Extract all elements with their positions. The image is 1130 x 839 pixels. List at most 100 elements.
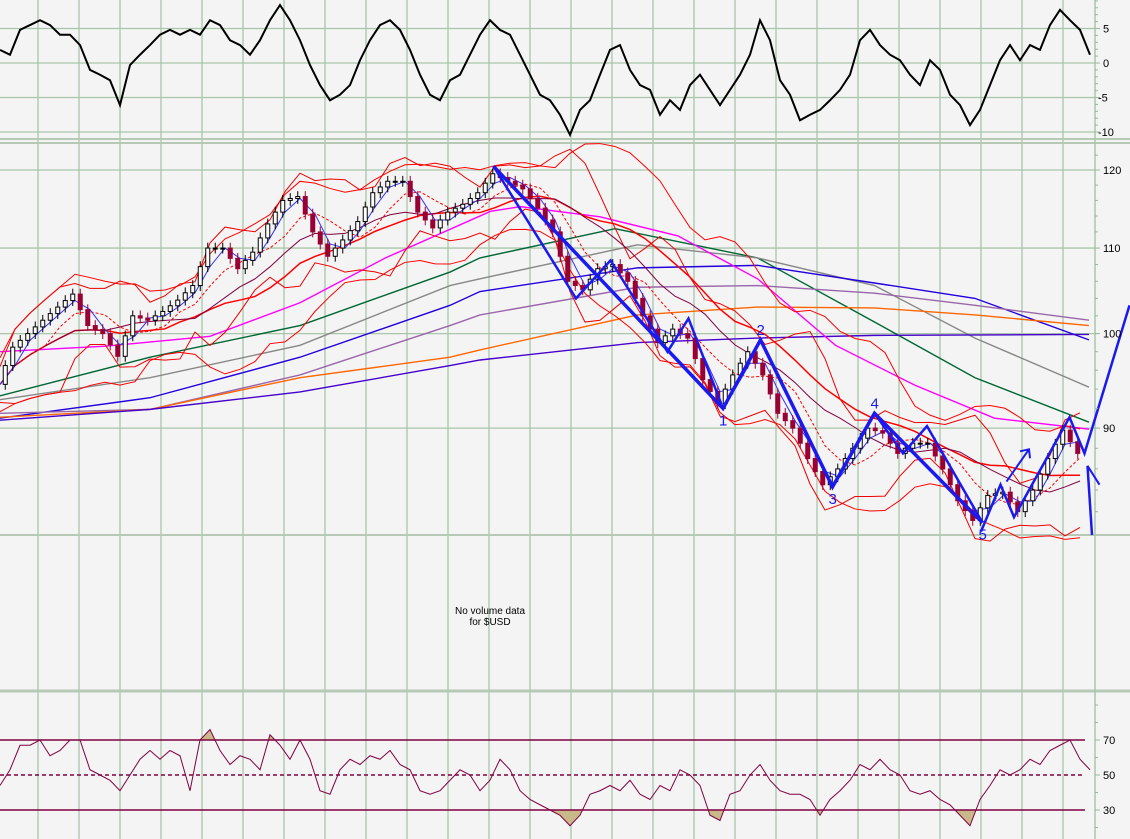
wave-label-3: 3 bbox=[829, 491, 837, 508]
moving-average-line bbox=[0, 333, 1090, 421]
candle-up bbox=[482, 182, 488, 194]
candle-down bbox=[227, 247, 233, 259]
candle-up bbox=[347, 230, 353, 241]
bollinger-outer-lower bbox=[0, 228, 1081, 540]
price-tick-label: 90 bbox=[1103, 423, 1115, 435]
candle-up bbox=[1022, 500, 1028, 513]
bollinger-lower bbox=[0, 208, 1081, 542]
candle-up bbox=[47, 313, 53, 321]
candle-up bbox=[220, 247, 226, 250]
candle-up bbox=[437, 219, 443, 229]
elliott-wave-sub-b bbox=[873, 412, 984, 524]
bollinger-upper bbox=[0, 148, 1081, 484]
candle-up bbox=[167, 305, 173, 312]
candle-up bbox=[130, 315, 136, 337]
candle-up bbox=[152, 315, 158, 321]
candle-up bbox=[160, 310, 166, 317]
candle-up bbox=[392, 180, 398, 183]
rsi-tick-label: 50 bbox=[1103, 770, 1115, 782]
candle-up bbox=[287, 197, 293, 201]
oscillator-tick-label: 5 bbox=[1103, 24, 1109, 36]
candle-down bbox=[137, 315, 143, 319]
candle-down bbox=[92, 325, 98, 331]
candle-down bbox=[115, 344, 121, 357]
candle-up bbox=[175, 299, 181, 307]
candle-up bbox=[295, 196, 301, 199]
candle-up bbox=[25, 333, 31, 341]
candle-up bbox=[377, 186, 383, 194]
oscillator-line bbox=[0, 3, 1091, 138]
moving-average-line bbox=[0, 284, 1090, 414]
arrow-line bbox=[1005, 448, 1030, 483]
price-panel: 1 2 3 4 5 bbox=[0, 143, 1130, 544]
candle-up bbox=[70, 293, 76, 302]
candle-down bbox=[617, 264, 623, 274]
candle-down bbox=[77, 293, 83, 311]
oscillator-tick-label: -5 bbox=[1098, 93, 1108, 105]
candle-down bbox=[820, 471, 826, 486]
candle-down bbox=[707, 379, 713, 392]
candle-up bbox=[122, 335, 128, 357]
candle-down bbox=[880, 430, 886, 434]
candle-up bbox=[385, 180, 391, 188]
moving-average-line bbox=[0, 264, 1090, 419]
candle-up bbox=[212, 247, 218, 250]
volume-panel: No volume data for $USD bbox=[455, 606, 525, 628]
candle-down bbox=[535, 197, 541, 209]
moving-average-line bbox=[0, 227, 1090, 423]
candle-up bbox=[475, 192, 481, 199]
candle-down bbox=[520, 184, 526, 190]
wave-label-5: 5 bbox=[979, 527, 987, 544]
candle-down bbox=[775, 393, 781, 414]
candle-down bbox=[415, 196, 421, 213]
candle-down bbox=[565, 255, 571, 282]
candle-up bbox=[1030, 489, 1036, 502]
candle-up bbox=[10, 346, 16, 367]
candle-up bbox=[182, 292, 188, 301]
candle-down bbox=[782, 412, 788, 422]
drop-line bbox=[1086, 465, 1094, 536]
no-volume-line2: for $USD bbox=[469, 617, 510, 628]
candle-down bbox=[85, 309, 91, 327]
candle-up bbox=[265, 223, 271, 239]
rsi-line bbox=[0, 728, 1091, 827]
candle-down bbox=[625, 272, 631, 282]
candle-down bbox=[872, 427, 878, 432]
rsi-tick-label: 30 bbox=[1103, 805, 1115, 817]
candle-down bbox=[1007, 491, 1013, 503]
candle-down bbox=[512, 180, 518, 186]
candle-up bbox=[32, 326, 38, 335]
oscillator-tick-label: -10 bbox=[1098, 127, 1114, 139]
candle-up bbox=[250, 251, 256, 261]
candle-up bbox=[17, 339, 23, 348]
candle-up bbox=[370, 192, 376, 208]
candle-down bbox=[812, 458, 818, 473]
candle-down bbox=[797, 427, 803, 444]
candle-up bbox=[242, 259, 248, 270]
candle-up bbox=[2, 365, 8, 385]
candle-up bbox=[917, 442, 923, 445]
price-tick-label: 120 bbox=[1103, 165, 1121, 177]
candle-up bbox=[190, 285, 196, 294]
price-tick-label: 100 bbox=[1103, 329, 1121, 341]
candle-down bbox=[422, 211, 428, 221]
candle-up bbox=[257, 237, 263, 253]
candle-down bbox=[790, 420, 796, 429]
candle-down bbox=[407, 180, 413, 198]
candle-up bbox=[985, 494, 991, 509]
candle-up bbox=[197, 266, 203, 287]
candle-down bbox=[302, 196, 308, 215]
candle-down bbox=[767, 374, 773, 395]
candle-down bbox=[557, 231, 563, 257]
elliott-wave-tail bbox=[979, 304, 1130, 533]
arrow-head bbox=[1019, 448, 1031, 459]
candle-down bbox=[572, 280, 578, 287]
candle-down bbox=[932, 442, 938, 457]
candle-up bbox=[452, 207, 458, 213]
oscillator-panel bbox=[0, 3, 1091, 138]
candle-up bbox=[467, 197, 473, 205]
candle-up bbox=[362, 206, 368, 223]
